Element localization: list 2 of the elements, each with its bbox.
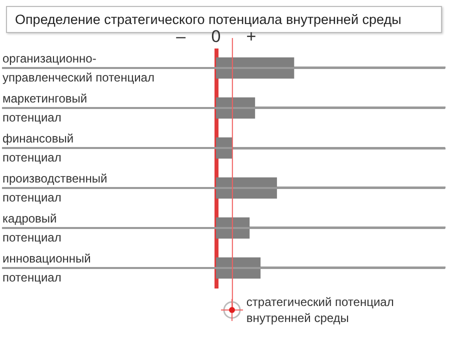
y-tick-label: инновационный потенциал — [2, 252, 91, 284]
ref-line-label: стратегический потенциал внутренней среды — [246, 295, 394, 325]
